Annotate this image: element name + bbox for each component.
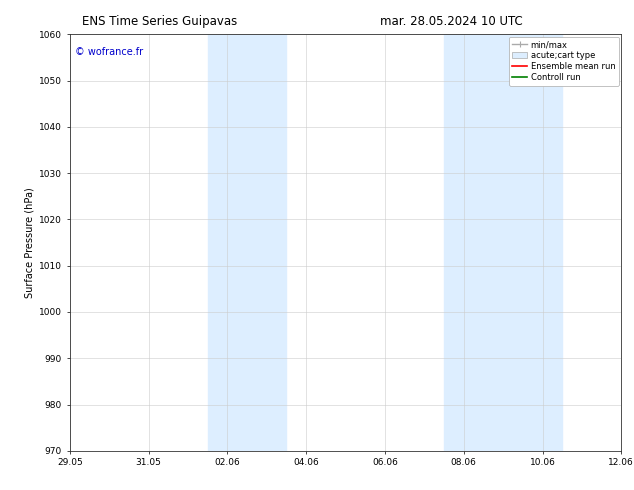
Legend: min/max, acute;cart type, Ensemble mean run, Controll run: min/max, acute;cart type, Ensemble mean … (509, 37, 619, 86)
Bar (444, 34, 562, 451)
Bar (207, 34, 287, 451)
Text: ENS Time Series Guipavas: ENS Time Series Guipavas (82, 15, 238, 28)
Y-axis label: Surface Pressure (hPa): Surface Pressure (hPa) (25, 187, 35, 298)
Text: mar. 28.05.2024 10 UTC: mar. 28.05.2024 10 UTC (380, 15, 523, 28)
Text: © wofrance.fr: © wofrance.fr (75, 47, 143, 57)
